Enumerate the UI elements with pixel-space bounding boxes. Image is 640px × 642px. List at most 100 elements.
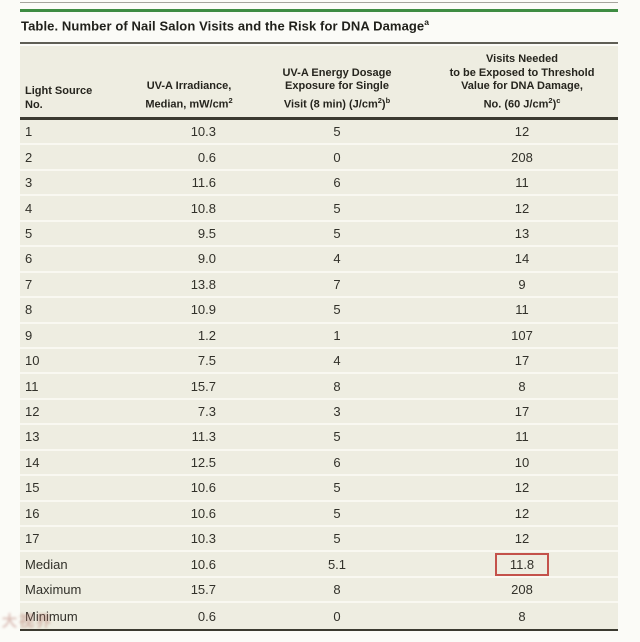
table-cell: 16: [25, 505, 40, 521]
table-cell: 5: [333, 429, 341, 445]
table-cell: 1.2: [197, 327, 216, 343]
table-cell: 7.3: [197, 404, 216, 420]
table-cell: 8: [518, 608, 526, 624]
table-row: 14 12.5 6 10: [20, 450, 618, 477]
table-header-row: Light Source No. UV-A Irradiance, Median…: [20, 46, 618, 120]
table-cell: 17: [25, 531, 40, 547]
table-row: 7 13.8 7 9: [20, 272, 618, 299]
table-cell: 0.6: [197, 608, 216, 624]
table-cell: 5: [333, 124, 341, 140]
table-cell: 4: [25, 200, 33, 216]
table-cell: 5: [333, 302, 341, 318]
table-row: 10 7.5 4 17: [20, 348, 618, 375]
table-row: Maximum 15.7 8 208: [20, 577, 618, 604]
table-cell: 5: [333, 200, 341, 216]
column-header-visits-needed: Visits Needed to be Exposed to Threshold…: [426, 53, 618, 117]
header-line: Light Source: [25, 85, 93, 97]
table-cell: 5: [333, 505, 341, 521]
header-text: ): [552, 98, 557, 111]
header-line: Visits Needed: [486, 53, 558, 66]
table-cell: 12: [514, 124, 530, 140]
header-line: Visit (8 min) (J/cm2)b: [248, 94, 426, 112]
table-cell: 6: [333, 454, 341, 470]
table-cell: 10.6: [190, 505, 216, 521]
header-line: Value for DNA Damage,: [461, 80, 583, 93]
table-cell: 6: [333, 175, 341, 191]
table-cell: 10.3: [190, 531, 216, 547]
table-cell: 1: [25, 124, 33, 140]
table-row: 17 10.3 5 12: [20, 527, 618, 553]
table-cell: 3: [333, 404, 341, 420]
table-title: Table. Number of Nail Salon Visits and t…: [21, 17, 429, 33]
table-cell: 10.3: [190, 124, 216, 140]
watermark: 大视界: [2, 613, 54, 630]
table-cell: 12: [25, 404, 40, 420]
table-cell: Minimum: [25, 608, 78, 624]
footnote-marker: c: [556, 95, 561, 105]
header-text: No. (60 J/cm: [483, 98, 549, 111]
table-cell: 7: [25, 276, 33, 292]
data-table: Light Source No. UV-A Irradiance, Median…: [20, 46, 618, 631]
table-cell: 2: [25, 149, 33, 165]
header-line: No. (60 J/cm2)c: [426, 94, 618, 112]
table-cell: 0: [333, 149, 341, 165]
table-cell: 5.1: [327, 556, 347, 572]
table-cell: 8: [333, 378, 341, 394]
table-cell: 11.3: [191, 429, 216, 445]
table-cell: 8: [518, 378, 526, 394]
table-cell: 15.7: [190, 582, 216, 598]
table-row: 8 10.9 5 11: [20, 298, 618, 324]
table-cell: 10.8: [190, 200, 216, 216]
header-text: Median, mW/cm: [145, 98, 229, 111]
table-row: 4 10.8 5 12: [20, 196, 618, 222]
highlight-box: 11.8: [494, 552, 550, 576]
table-cell: 12: [514, 200, 530, 216]
table-cell: 107: [511, 327, 533, 343]
table-cell: 13.8: [190, 276, 216, 292]
table-row: 3 11.6 6 11: [20, 170, 618, 197]
table-row: 16 10.6 5 12: [20, 501, 618, 527]
table-row: 11 15.7 8 8: [20, 374, 618, 400]
table-cell: 7: [333, 276, 341, 292]
superscript: 2: [377, 95, 382, 105]
table-cell: 13: [25, 429, 40, 445]
table-cell: 9: [25, 327, 33, 343]
table-cell: 14: [25, 454, 40, 470]
header-line: Median, mW/cm2: [130, 94, 248, 112]
table-body: 1 10.3 5 12 2 0.6 0 208 3 11.6 6 11 4 10.8 5 12 5 9.5 5 13 6…: [20, 120, 618, 629]
table-cell: 4: [333, 353, 341, 369]
table-row: 13 11.3 5 11: [20, 425, 618, 451]
table-cell: 10.9: [190, 302, 216, 318]
header-text: Visit (8 min) (J/cm: [283, 98, 378, 111]
table-cell: 0: [333, 608, 341, 624]
superscript: 2: [228, 95, 233, 105]
header-line: Exposure for Single: [285, 80, 389, 93]
column-header-light-source: Light Source No.: [20, 85, 130, 117]
table-cell: 208: [511, 582, 533, 598]
table-cell: 12: [514, 531, 530, 547]
table-title-text: Table. Number of Nail Salon Visits and t…: [21, 18, 425, 34]
table-cell: 17: [514, 404, 530, 420]
table-row: 15 10.6 5 12: [20, 476, 618, 502]
green-accent-rule: [20, 9, 618, 12]
table-bottom-rule: [20, 628, 618, 631]
table-cell: Maximum: [25, 582, 82, 598]
header-line: UV-A Irradiance,: [146, 80, 232, 93]
table-cell: 11: [515, 175, 529, 191]
table-row: 9 1.2 1 107: [20, 323, 618, 349]
column-header-irradiance: UV-A Irradiance, Median, mW/cm2: [130, 80, 248, 117]
table-cell: 8: [333, 582, 341, 598]
table-cell: 17: [514, 353, 530, 369]
table-cell: 10.6: [190, 556, 216, 572]
table-cell: 4: [333, 251, 341, 267]
table-cell: 11: [25, 378, 39, 394]
table-row: 6 9.0 4 14: [20, 247, 618, 273]
table-row: 12 7.3 3 17: [20, 399, 618, 426]
title-divider-rule: [20, 42, 618, 44]
table-cell: 11: [515, 302, 529, 318]
table-cell: 3: [25, 175, 33, 191]
table-cell: 12.5: [190, 454, 216, 470]
table-cell: 1: [333, 327, 341, 343]
table-cell: 10: [25, 353, 40, 369]
